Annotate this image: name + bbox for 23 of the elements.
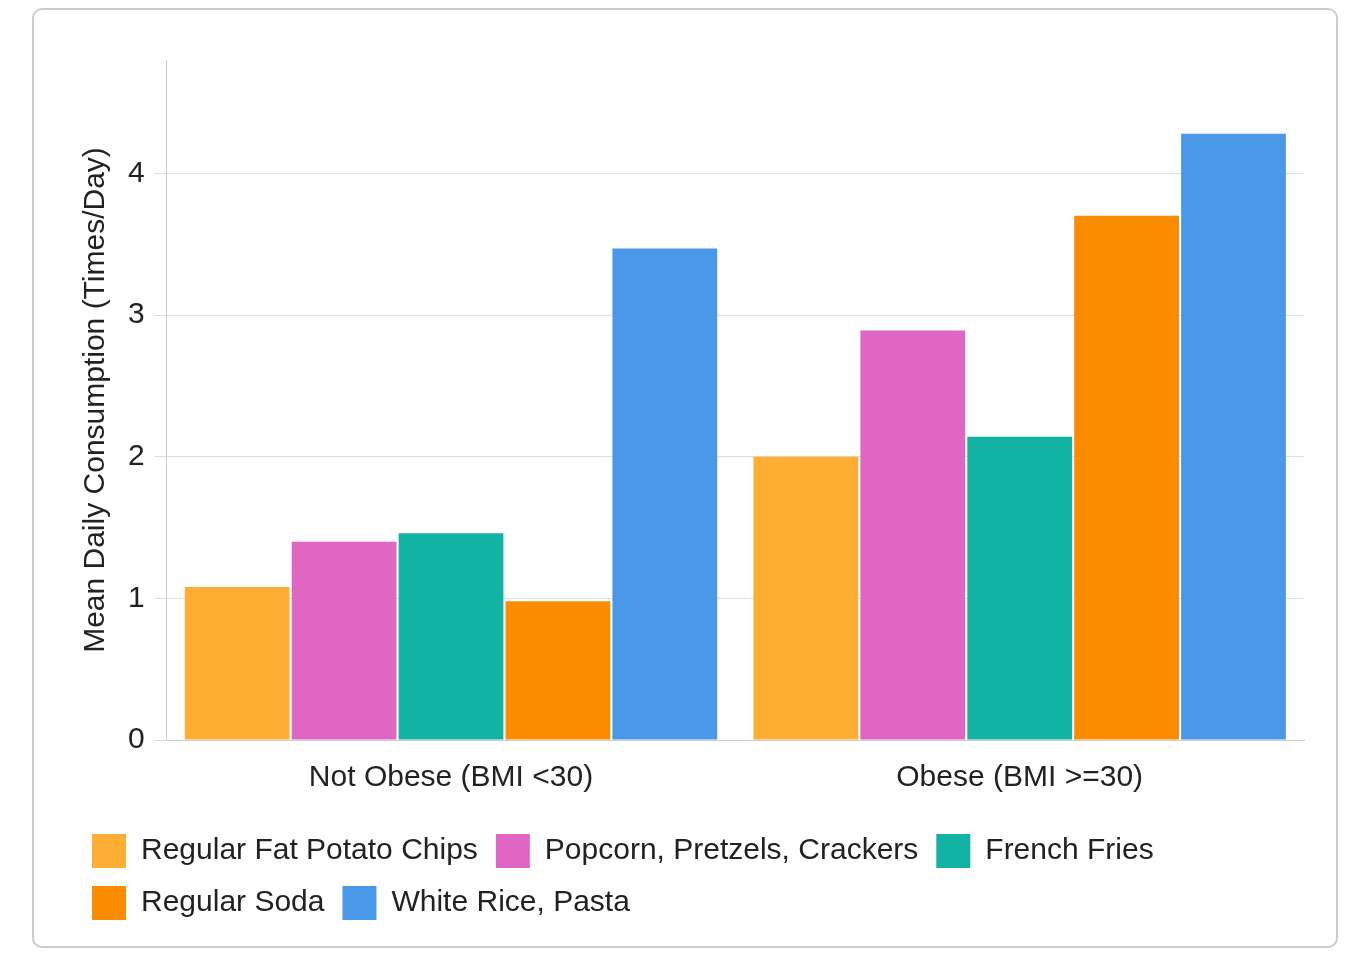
- legend-label: Regular Fat Potato Chips: [141, 832, 478, 866]
- x-tick-label: Not Obese (BMI <30): [308, 759, 594, 793]
- y-tick-label: 3: [128, 296, 145, 330]
- x-tick-label: Obese (BMI >=30): [896, 759, 1144, 793]
- legend-label: Popcorn, Pretzels, Crackers: [544, 832, 919, 866]
- bar: [184, 587, 290, 740]
- bar: [753, 456, 859, 740]
- bar: [1181, 133, 1286, 740]
- legend-label: French Fries: [985, 832, 1154, 866]
- bar: [860, 330, 966, 740]
- bar: [505, 601, 611, 740]
- bar: [612, 248, 718, 740]
- legend-label: White Rice, Pasta: [391, 884, 631, 918]
- y-tick-label: 1: [128, 579, 145, 613]
- bar: [291, 541, 397, 740]
- y-axis-title: Mean Daily Consumption (Times/Day): [77, 147, 111, 653]
- y-tick-label: 4: [128, 154, 145, 188]
- bar: [1074, 215, 1179, 740]
- y-tick-label: 2: [128, 437, 145, 471]
- bar: [398, 533, 504, 740]
- y-tick-label: 0: [128, 721, 145, 755]
- legend-label: Regular Soda: [141, 884, 325, 918]
- bar: [967, 436, 1073, 740]
